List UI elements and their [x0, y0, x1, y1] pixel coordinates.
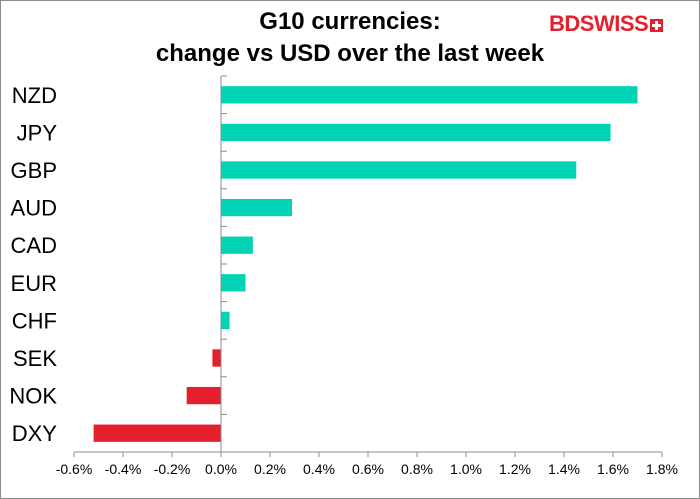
category-label-nzd: NZD [12, 83, 57, 108]
x-tick-label: 1.2% [499, 461, 531, 477]
swiss-flag-icon [650, 19, 664, 32]
category-label-gbp: GBP [11, 158, 57, 183]
x-tick-label: -0.4% [105, 461, 142, 477]
x-tick-label: 0.2% [254, 461, 286, 477]
x-tick-label: 0.6% [352, 461, 384, 477]
bar-sek [212, 349, 221, 367]
chart-title: G10 currencies: change vs USD over the l… [0, 6, 700, 70]
bar-eur [221, 274, 246, 292]
bdswiss-logo: BDSWISS [549, 11, 664, 36]
bar-cad [221, 236, 253, 254]
x-tick-label: 1.8% [646, 461, 678, 477]
x-tick-label: 1.6% [597, 461, 629, 477]
logo-swiss-text: SWISS [579, 11, 649, 36]
logo-bd-text: BD [549, 11, 580, 36]
x-tick-label: -0.6% [56, 461, 93, 477]
chart-title-line1: G10 currencies: [259, 8, 441, 35]
bar-dxy [93, 424, 221, 442]
bar-jpy [221, 123, 611, 142]
category-label-sek: SEK [13, 346, 57, 371]
bar-nok [186, 386, 221, 405]
x-tick-label: 0.8% [401, 461, 433, 477]
x-tick-label: 0.0% [205, 461, 237, 477]
category-label-aud: AUD [11, 196, 57, 221]
bar-aud [221, 198, 293, 217]
x-tick-label: 1.0% [450, 461, 482, 477]
bar-chf [221, 311, 230, 330]
chart-title-line2: change vs USD over the last week [155, 40, 545, 67]
bar-gbp [221, 161, 577, 179]
category-label-cad: CAD [11, 233, 57, 258]
category-label-eur: EUR [11, 271, 57, 296]
category-label-jpy: JPY [17, 120, 58, 145]
category-label-dxy: DXY [12, 421, 58, 446]
x-tick-label: 1.4% [548, 461, 580, 477]
category-label-chf: CHF [12, 308, 57, 333]
x-tick-label: -0.2% [154, 461, 191, 477]
bar-nzd [221, 86, 638, 104]
category-label-nok: NOK [9, 384, 57, 409]
x-tick-label: 0.4% [303, 461, 335, 477]
